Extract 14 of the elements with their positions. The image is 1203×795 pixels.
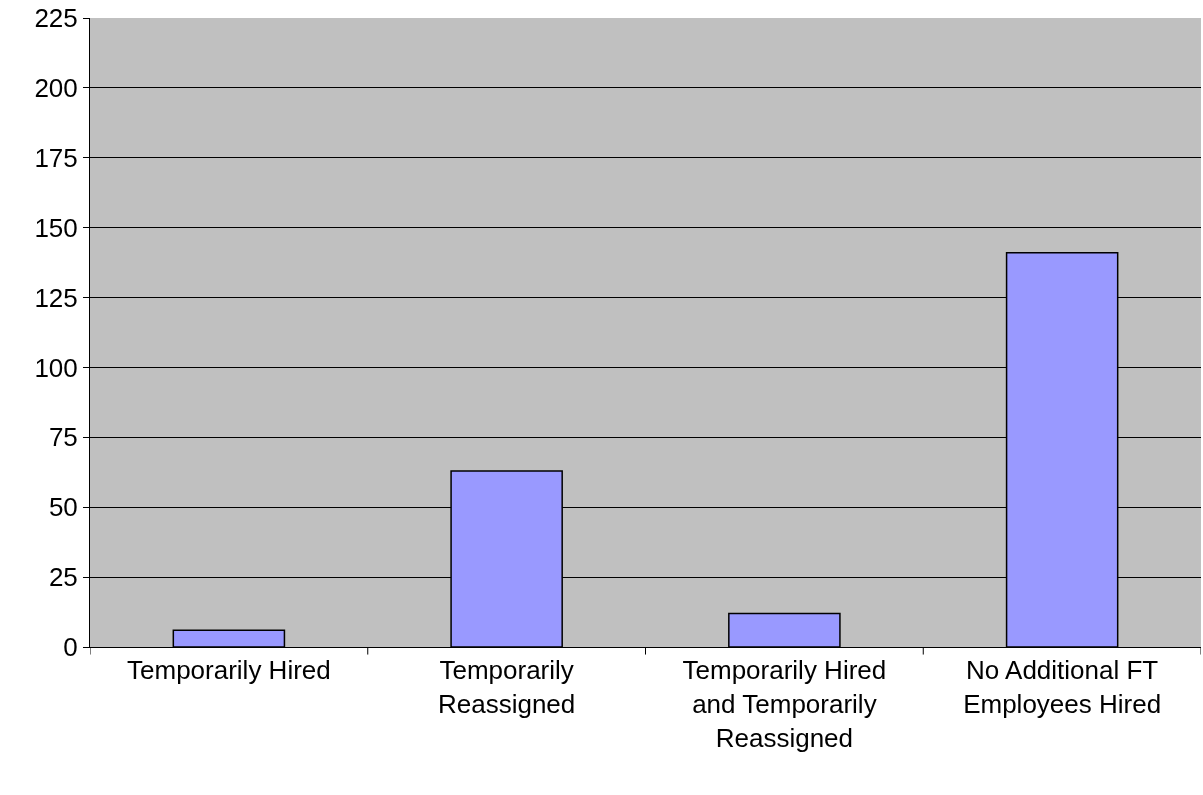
- y-tick-label: 100: [34, 352, 78, 383]
- y-tick-label: 125: [34, 282, 78, 313]
- y-tick-label: 0: [63, 632, 78, 663]
- x-tick-label: Temporarily Hired: [127, 655, 331, 686]
- y-tick-label: 225: [34, 3, 78, 34]
- y-tick-label: 75: [48, 422, 78, 453]
- x-tick-label: Temporarily Hired and Temporarily Reassigned: [682, 655, 887, 753]
- x-tick-label: No Additional FT Employees Hired: [963, 655, 1162, 719]
- y-tick-label: 175: [34, 142, 78, 173]
- x-tick-label: Temporarily Reassigned: [437, 655, 576, 719]
- y-tick-label: 200: [34, 72, 78, 103]
- y-tick-label: 150: [34, 212, 78, 243]
- y-tick-label: 25: [48, 562, 78, 593]
- y-tick-label: 50: [48, 492, 78, 523]
